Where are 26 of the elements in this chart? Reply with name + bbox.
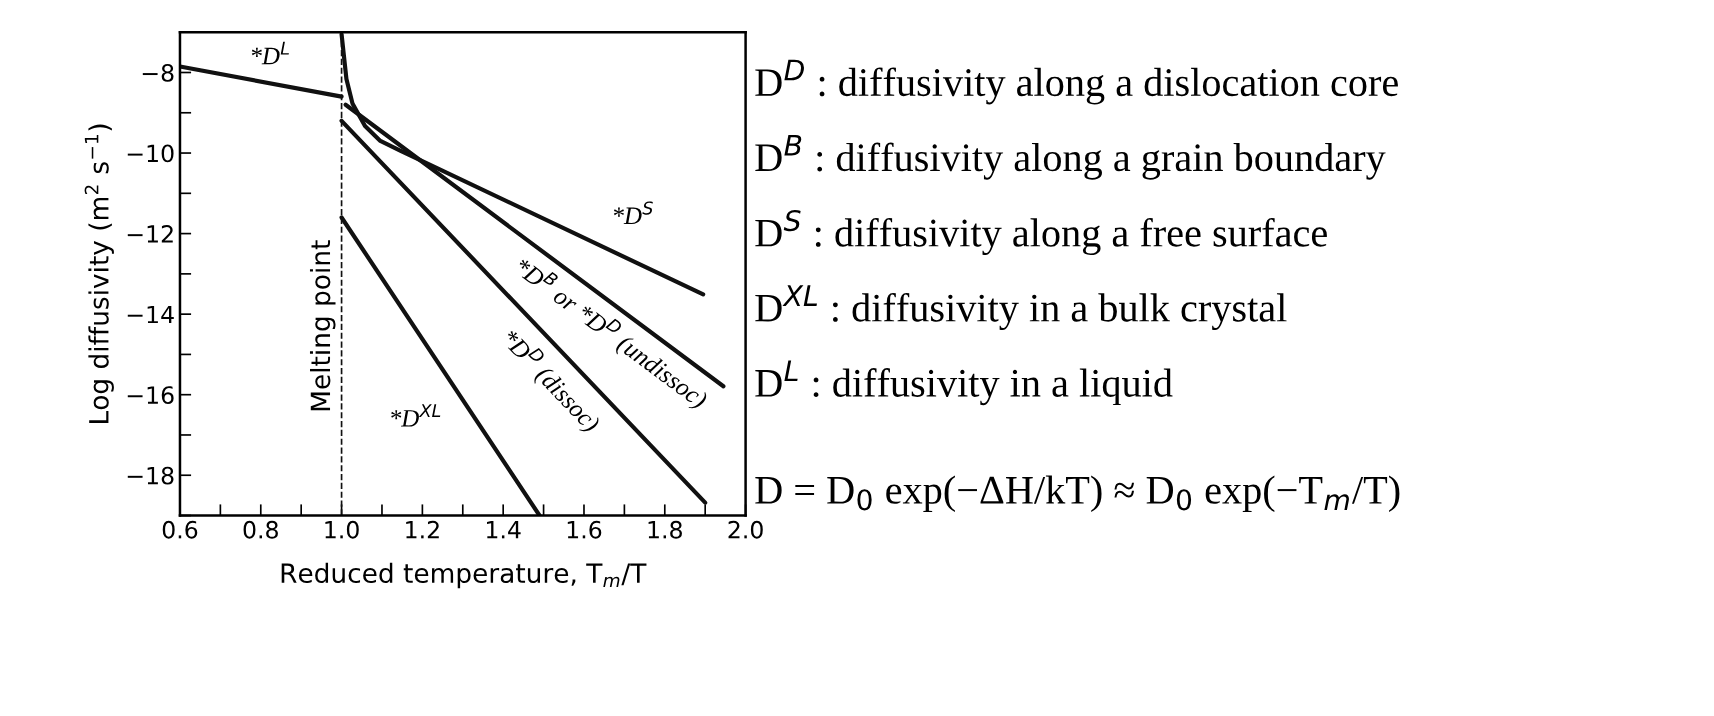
- text: D$^{D}$ : diffusivity along a dislocation core: [755, 59, 1398, 105]
- x-tick-label: 1.6: [567, 520, 602, 539]
- text: D$^{S}$ : diffusivity along a free surface: [755, 209, 1327, 255]
- series-label: *D$^{XL}$: [391, 404, 441, 427]
- x-tick-label: 1.8: [648, 520, 682, 539]
- x-tick-label: 0.6: [162, 520, 198, 539]
- text: D$^{XL}$ : diffusivity in a bulk crystal: [755, 285, 1287, 330]
- y-tick-label: −16: [127, 386, 174, 404]
- x-tick-label: 1.2: [406, 520, 439, 539]
- series-label: *D$^{S}$: [613, 201, 653, 225]
- x-tick-label: 0.8: [243, 520, 278, 539]
- text: D = D$_{0}$ exp(−ΔH/kT) ≈ D$_{0}$ exp(−T$_{m}$/T): [755, 475, 1400, 513]
- x-tick-label: 2.0: [728, 520, 763, 539]
- y-axis-title: Log diffusivity (m$^{2}$ s$^{−1}$): [84, 124, 114, 423]
- x-tick-label: 1.0: [325, 520, 359, 539]
- y-tick-label: −8: [142, 63, 174, 82]
- ref-line-label: Melting point: [309, 240, 336, 411]
- text: D$^{B}$ : diffusivity along a grain boundary: [755, 134, 1386, 180]
- y-tick-label: −14: [127, 305, 174, 324]
- text: D$^{L}$ : diffusivity in a liquid: [755, 360, 1173, 406]
- series-label: *D$^{L}$: [251, 41, 289, 65]
- y-tick-label: −10: [127, 144, 174, 163]
- y-tick-label: −12: [127, 225, 173, 243]
- x-axis-title: Reduced temperature, T$_{m}$/T: [281, 562, 647, 589]
- y-tick-label: −18: [127, 466, 174, 485]
- x-tick-label: 1.4: [487, 521, 521, 539]
